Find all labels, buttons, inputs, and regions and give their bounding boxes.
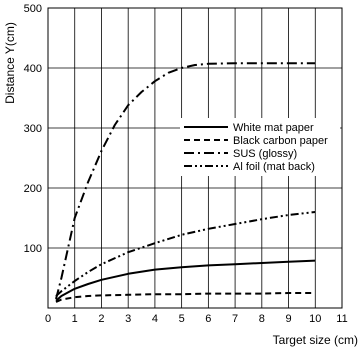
tick-labels: 0 1 2 3 4 5 6 7 8 9 10 11 100 200 300 400 500 [24, 3, 348, 325]
series-line-1 [55, 259, 316, 302]
x-tick-label: 10 [309, 313, 321, 325]
legend-label: White mat paper [233, 122, 314, 134]
x-tick-label: 0 [45, 313, 51, 325]
legend-label: SUS (glossy) [233, 148, 297, 160]
series-group [55, 62, 316, 303]
plot-frame [47, 7, 343, 309]
x-tick-label: 2 [98, 313, 104, 325]
y-tick-label: 200 [24, 183, 42, 195]
x-tick-label: 4 [152, 313, 158, 325]
legend-label: Al foil (mat back) [233, 161, 315, 173]
series-line-3 [55, 62, 316, 300]
y-axis-label: Distance Y(cm) [3, 22, 17, 104]
x-tick-label: 9 [285, 313, 291, 325]
x-tick-label: 3 [125, 313, 131, 325]
x-axis-label: Target size (cm) [273, 333, 358, 347]
y-tick-label: 300 [24, 123, 42, 135]
x-tick-label: 8 [259, 313, 265, 325]
x-tick-label: 6 [205, 313, 211, 325]
x-tick-label: 7 [232, 313, 238, 325]
x-tick-label: 11 [336, 313, 347, 325]
series-line-4 [55, 211, 316, 297]
y-tick-label: 400 [24, 63, 42, 75]
x-tick-label: 5 [179, 313, 185, 325]
y-tick-label: 100 [24, 243, 42, 255]
x-tick-label: 1 [72, 313, 78, 325]
legend-label: Black carbon paper [233, 135, 328, 147]
y-tick-label: 500 [24, 3, 42, 15]
